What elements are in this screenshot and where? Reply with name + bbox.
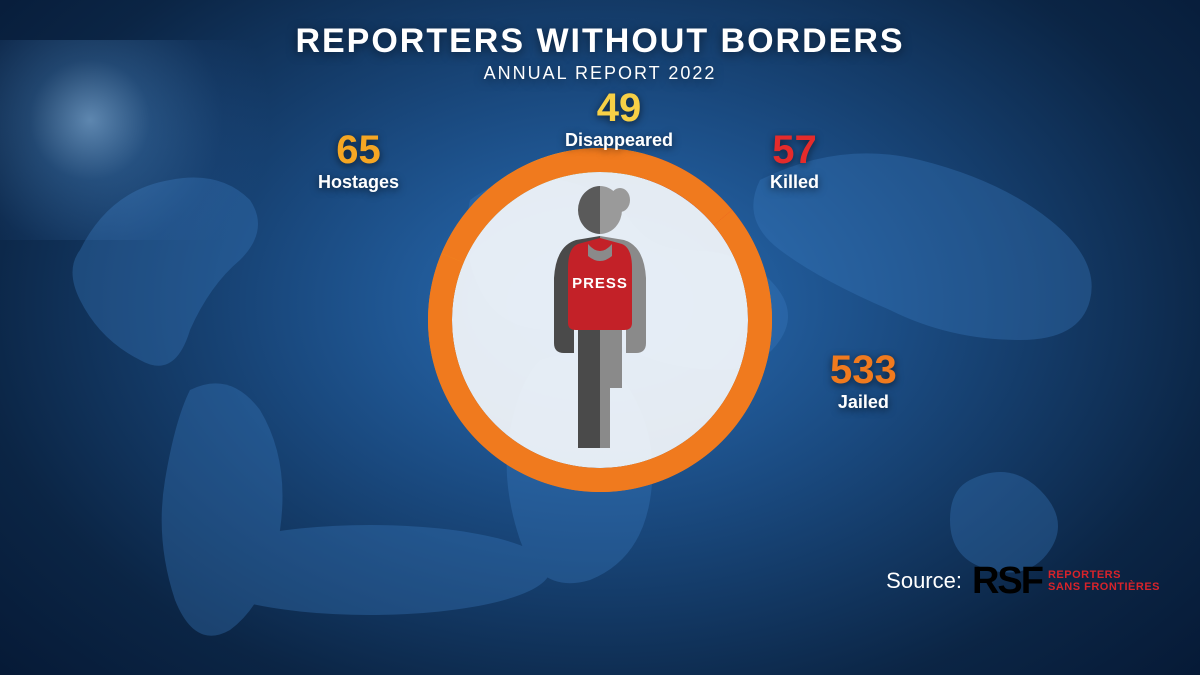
donut-chart: PRESS <box>428 148 772 492</box>
stat-killed-value: 57 <box>770 130 819 170</box>
stat-hostages-value: 65 <box>318 130 399 170</box>
source-block: Source: RSF REPORTERS SANS FRONTIÈRES <box>886 562 1160 600</box>
rsf-logo-line2: SANS FRONTIÈRES <box>1048 581 1160 593</box>
title-sub: ANNUAL REPORT 2022 <box>0 63 1200 84</box>
stat-killed-label: Killed <box>770 172 819 193</box>
stat-jailed: 533Jailed <box>830 350 897 413</box>
rsf-logo-text: REPORTERS SANS FRONTIÈRES <box>1048 569 1160 593</box>
rsf-logo-line1: REPORTERS <box>1048 569 1160 581</box>
stat-hostages: 65Hostages <box>318 130 399 193</box>
stat-killed: 57Killed <box>770 130 819 193</box>
stat-disappeared-value: 49 <box>565 88 673 128</box>
stat-disappeared-label: Disappeared <box>565 130 673 151</box>
source-prefix: Source: <box>886 568 962 594</box>
svg-text:PRESS: PRESS <box>572 275 628 292</box>
stat-jailed-value: 533 <box>830 350 897 390</box>
title-main: REPORTERS WITHOUT BORDERS <box>0 22 1200 61</box>
stat-hostages-label: Hostages <box>318 172 399 193</box>
rsf-logo-big: RSF <box>972 562 1042 600</box>
stat-disappeared: 49Disappeared <box>565 88 673 151</box>
stat-jailed-label: Jailed <box>830 392 897 413</box>
rsf-logo: RSF REPORTERS SANS FRONTIÈRES <box>972 562 1160 600</box>
title-block: REPORTERS WITHOUT BORDERS ANNUAL REPORT … <box>0 22 1200 84</box>
